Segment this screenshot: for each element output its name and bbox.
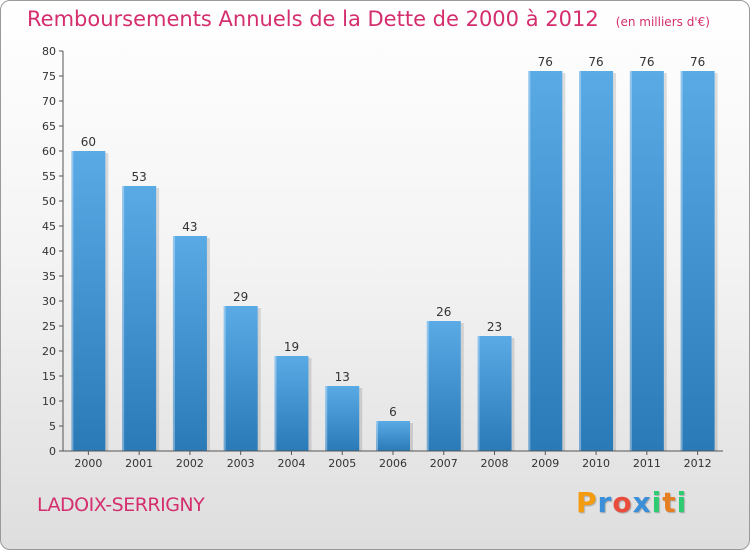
bar-highlight [223, 306, 226, 451]
x-tick-label-2005: 2005 [328, 457, 356, 470]
value-label-2010: 76 [588, 55, 603, 69]
logo-letter: i [651, 486, 663, 519]
y-tick-label: 10 [42, 395, 56, 408]
y-tick-label: 25 [42, 320, 56, 333]
bar-2012 [680, 71, 715, 451]
y-tick-label: 70 [42, 95, 56, 108]
y-tick-label: 0 [49, 445, 56, 458]
logo-letter: P [576, 486, 598, 519]
bar-2007 [426, 321, 461, 451]
bar-highlight [274, 356, 277, 451]
bar-2003 [223, 306, 258, 451]
bar-highlight [172, 236, 175, 451]
value-label-2004: 19 [284, 340, 299, 354]
logo-letter: i [676, 486, 688, 519]
y-tick-label: 35 [42, 270, 56, 283]
value-label-2011: 76 [639, 55, 654, 69]
bar-highlight [71, 151, 74, 451]
chart-title: Remboursements Annuels de la Dette de 20… [27, 7, 599, 31]
logo-letter: o [612, 486, 633, 519]
x-tick-label-2004: 2004 [277, 457, 305, 470]
value-label-2012: 76 [690, 55, 705, 69]
bar-highlight [376, 421, 378, 451]
title-row: Remboursements Annuels de la Dette de 20… [27, 7, 710, 31]
x-tick-label-2010: 2010 [582, 457, 610, 470]
x-tick-label-2001: 2001 [125, 457, 153, 470]
x-tick-label-2003: 2003 [227, 457, 255, 470]
commune-name: LADOIX-SERRIGNY [37, 494, 205, 516]
bar-highlight [426, 321, 429, 451]
bar-highlight [122, 186, 125, 451]
bar-2005 [325, 386, 360, 451]
y-tick-label: 5 [49, 420, 56, 433]
y-tick-label: 45 [42, 220, 56, 233]
y-tick-label: 80 [42, 45, 56, 58]
value-label-2007: 26 [436, 305, 451, 319]
value-label-2002: 43 [182, 220, 197, 234]
value-label-2003: 29 [233, 290, 248, 304]
y-tick-label: 60 [42, 145, 56, 158]
bar-2000 [71, 151, 106, 451]
y-tick-label: 40 [42, 245, 56, 258]
bar-highlight [680, 71, 683, 451]
x-tick-label-2012: 2012 [684, 457, 712, 470]
x-tick-label-2006: 2006 [379, 457, 407, 470]
bar-2002 [172, 236, 207, 451]
bar-highlight [528, 71, 531, 451]
bar-2006 [376, 421, 410, 451]
value-label-2001: 53 [132, 170, 147, 184]
bar-highlight [629, 71, 632, 451]
value-label-2008: 23 [487, 320, 502, 334]
logo-letter: t [662, 486, 677, 519]
y-tick-label: 55 [42, 170, 56, 183]
x-tick-label-2008: 2008 [481, 457, 509, 470]
x-tick-label-2009: 2009 [531, 457, 559, 470]
bar-2010 [579, 71, 614, 451]
y-tick-label: 65 [42, 120, 56, 133]
bar-2004 [274, 356, 309, 451]
y-tick-label: 75 [42, 70, 56, 83]
y-tick-label: 30 [42, 295, 56, 308]
bar-highlight [477, 336, 480, 451]
proxiti-logo: Proxiti [576, 486, 687, 519]
y-tick-label: 20 [42, 345, 56, 358]
x-tick-label-2000: 2000 [74, 457, 102, 470]
bar-highlight [579, 71, 582, 451]
value-label-2009: 76 [538, 55, 553, 69]
x-tick-label-2007: 2007 [430, 457, 458, 470]
y-tick-label: 15 [42, 370, 56, 383]
logo-letter: r [597, 486, 613, 519]
value-label-2005: 13 [335, 370, 350, 384]
value-label-2000: 60 [81, 135, 96, 149]
bar-2009 [528, 71, 563, 451]
bar-2011 [629, 71, 664, 451]
logo-letter: x [632, 486, 652, 519]
bar-2008 [477, 336, 512, 451]
bar-2001 [122, 186, 157, 451]
bar-highlight [325, 386, 328, 451]
x-tick-label-2002: 2002 [176, 457, 204, 470]
x-tick-label-2011: 2011 [633, 457, 661, 470]
value-label-2006: 6 [389, 405, 397, 419]
unit-note: (en milliers d'€) [615, 15, 710, 29]
y-tick-label: 50 [42, 195, 56, 208]
